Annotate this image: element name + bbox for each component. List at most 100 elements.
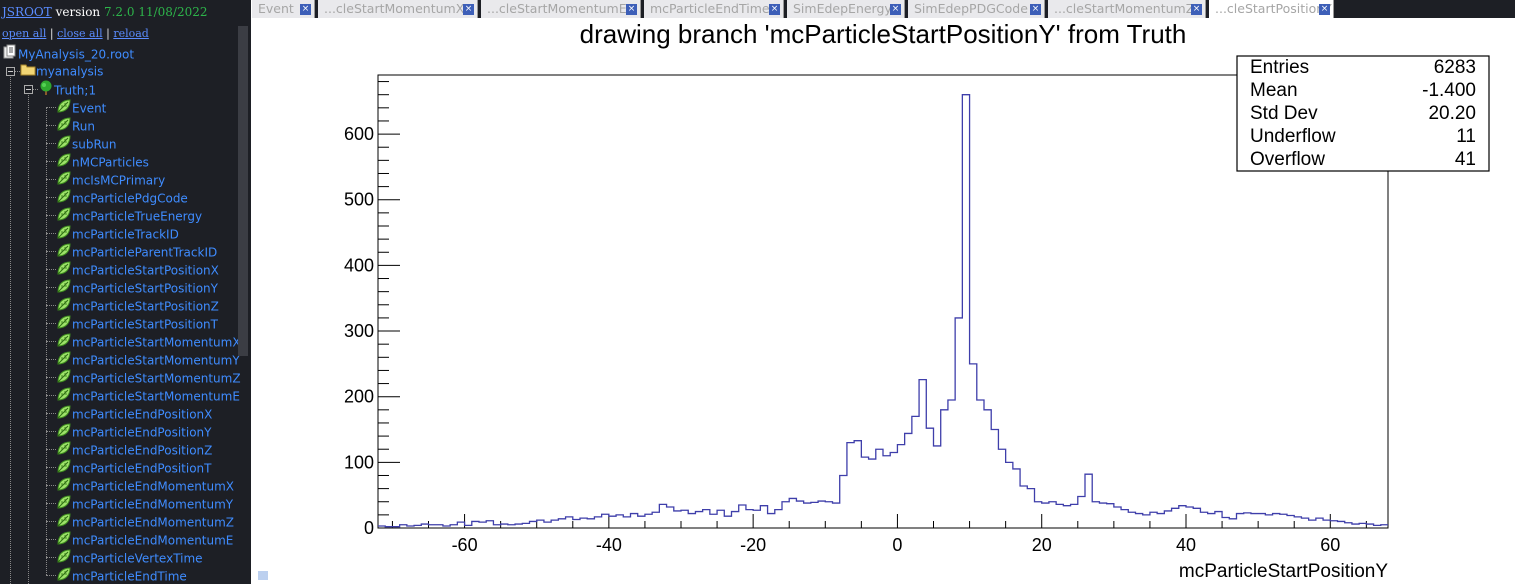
leaf-icon <box>56 242 72 263</box>
tree-item-branch[interactable]: mcParticleStartPositionY <box>56 278 218 296</box>
histogram-bin <box>530 521 537 528</box>
tree-item-branch[interactable]: mcParticleStartMomentumZ <box>56 368 241 386</box>
tree-guide-line <box>46 413 56 414</box>
histogram-bin <box>1013 469 1020 528</box>
leaf-icon <box>56 134 72 155</box>
histogram-bin <box>876 449 883 528</box>
tree-item-branch[interactable]: mcParticleStartMomentumY <box>56 350 240 368</box>
tab-4[interactable]: mcParticleEndTime × <box>644 0 784 18</box>
histogram-bin <box>1309 520 1316 528</box>
tree-item-branch[interactable]: mcParticleEndPositionX <box>56 404 212 422</box>
stats-value: 20.20 <box>1428 103 1476 124</box>
tab-8[interactable]: ...cleStartPositionY × <box>1209 0 1334 18</box>
histogram-canvas[interactable]: drawing branch 'mcParticleStartPositionY… <box>252 18 1515 584</box>
tree-item-branch[interactable]: mcParticleTrackID <box>56 224 179 242</box>
tree-item-branch[interactable]: mcIsMCPrimary <box>56 170 165 188</box>
histogram-bin <box>631 514 638 528</box>
tree-item-branch-label: mcParticleStartMomentumY <box>72 353 240 368</box>
histogram-bin <box>558 519 565 528</box>
leaf-icon <box>56 224 72 245</box>
histogram-bin <box>739 505 746 528</box>
histogram-bin <box>486 521 493 528</box>
histogram-bin <box>479 522 486 528</box>
tree-item-branch[interactable]: mcParticleStartMomentumE <box>56 386 240 404</box>
tree-item-branch[interactable]: subRun <box>56 134 116 152</box>
tree-guide-line <box>46 179 56 180</box>
tree-item-branch-label: mcParticleStartPositionX <box>72 263 219 278</box>
tab-2[interactable]: ...cleStartMomentumX × <box>318 0 478 18</box>
tree-item-branch-label: mcParticleStartMomentumX <box>72 335 241 350</box>
histogram-bin <box>1280 514 1287 528</box>
close-icon[interactable]: × <box>1319 4 1330 15</box>
leaf-icon <box>56 530 72 551</box>
tab-7[interactable]: ...cleStartMomentumZ × <box>1048 0 1206 18</box>
tab-5[interactable]: SimEdepEnergy × <box>787 0 905 18</box>
tree-item-branch-label: mcParticleEndPositionX <box>72 407 213 422</box>
jsroot-link[interactable]: JSROOT <box>2 5 52 19</box>
tree-item-branch[interactable]: mcParticleEndMomentumE <box>56 530 233 548</box>
close-icon[interactable]: × <box>626 4 637 15</box>
tree-item-branch[interactable]: mcParticleParentTrackID <box>56 242 217 260</box>
tree-item-file[interactable]: MyAnalysis_20.root <box>2 44 134 62</box>
tree-guide-line <box>46 377 56 378</box>
close-icon[interactable]: × <box>463 4 474 15</box>
tree-item-branch-label: mcParticleVertexTime <box>72 551 203 566</box>
tree-item-folder[interactable]: myanalysis <box>20 62 103 80</box>
tree-item-branch-label: mcParticleStartPositionZ <box>72 299 219 314</box>
histogram-bin <box>746 510 753 528</box>
reload-link[interactable]: reload <box>113 27 149 40</box>
tree-item-branch[interactable]: mcParticleTrueEnergy <box>56 206 202 224</box>
jsroot-header: JSROOT version 7.2.0 11/08/2022 <box>2 5 208 19</box>
histogram-bin <box>450 525 457 528</box>
histogram-bin <box>1208 514 1215 528</box>
folder-icon <box>20 62 36 81</box>
close-all-link[interactable]: close all <box>57 27 103 40</box>
tree-item-branch[interactable]: mcParticleEndMomentumZ <box>56 512 234 530</box>
tree-item-branch[interactable]: mcParticleVertexTime <box>56 548 203 566</box>
tree-item-branch[interactable]: Run <box>56 116 95 134</box>
close-icon[interactable]: × <box>300 4 311 15</box>
tree-item-branch-label: mcParticlePdgCode <box>72 191 188 206</box>
histogram-bin <box>551 520 558 528</box>
tab-label: SimEdepEnergy <box>793 1 892 16</box>
close-icon[interactable]: × <box>769 4 780 15</box>
tree-item-folder-label: myanalysis <box>36 64 104 79</box>
tree-item-branch[interactable]: mcParticleEndPositionZ <box>56 440 212 458</box>
canvas-toolbar-toggle[interactable] <box>258 571 268 580</box>
histogram-bin <box>1099 503 1106 528</box>
sidebar-scrollbar[interactable] <box>238 26 248 356</box>
histogram-bin <box>1381 525 1388 528</box>
histogram-bin <box>869 459 876 528</box>
tab-3[interactable]: ...cleStartMomentumE × <box>481 0 641 18</box>
tree-item-branch[interactable]: mcParticleEndPositionT <box>56 458 211 476</box>
histogram-bin <box>1056 504 1063 528</box>
tree-item-branch[interactable]: mcParticleEndMomentumX <box>56 476 234 494</box>
tab-label: mcParticleEndTime <box>650 1 770 16</box>
close-icon[interactable]: × <box>1191 4 1202 15</box>
tree-guide-line <box>46 287 56 288</box>
folder-expander[interactable] <box>6 67 15 76</box>
tree-item-branch[interactable]: mcParticlePdgCode <box>56 188 188 206</box>
tree-item-branch[interactable]: mcParticleEndMomentumY <box>56 494 233 512</box>
histogram-bin <box>970 364 977 528</box>
tab-6[interactable]: SimEdepPDGCode × <box>908 0 1045 18</box>
close-icon[interactable]: × <box>890 4 901 15</box>
tree-item-branch[interactable]: mcParticleStartPositionZ <box>56 296 219 314</box>
tree-item-branch-label: mcParticleEndMomentumE <box>72 533 234 548</box>
tab-1[interactable]: Event × <box>252 0 315 18</box>
ttree-expander[interactable] <box>24 85 33 94</box>
close-icon[interactable]: × <box>1030 4 1041 15</box>
tree-guide-line <box>46 305 56 306</box>
x-tick-label: -60 <box>452 535 478 555</box>
tree-item-branch[interactable]: mcParticleEndTime <box>56 566 187 584</box>
histogram-bin <box>616 515 623 528</box>
tree-item-ttree[interactable]: Truth;1 <box>38 80 96 98</box>
tree-item-branch[interactable]: nMCParticles <box>56 152 149 170</box>
tree-guide-line <box>46 323 56 324</box>
tree-item-branch[interactable]: mcParticleEndPositionY <box>56 422 211 440</box>
tree-item-branch[interactable]: mcParticleStartMomentumX <box>56 332 241 350</box>
tree-item-branch[interactable]: Event <box>56 98 106 116</box>
tree-item-branch[interactable]: mcParticleStartPositionT <box>56 314 218 332</box>
tree-item-branch[interactable]: mcParticleStartPositionX <box>56 260 219 278</box>
open-all-link[interactable]: open all <box>2 27 47 40</box>
